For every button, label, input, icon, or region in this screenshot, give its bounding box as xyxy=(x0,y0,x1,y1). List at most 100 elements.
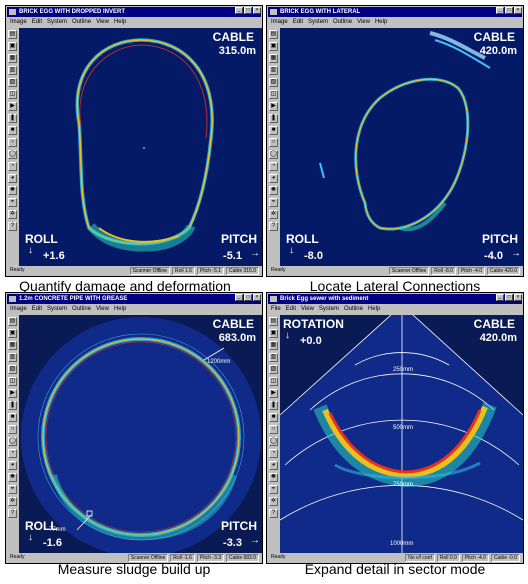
save-icon[interactable]: ▣ xyxy=(269,42,278,51)
zoom-icon[interactable]: ✺ xyxy=(8,473,17,482)
measure-icon[interactable]: ⌖ xyxy=(269,485,278,494)
help-icon[interactable]: ? xyxy=(269,222,278,231)
stop-icon[interactable]: ■ xyxy=(269,126,278,135)
stop-icon[interactable]: ■ xyxy=(8,126,17,135)
pause-icon[interactable]: ❚ xyxy=(269,401,278,410)
menu-item[interactable]: Help xyxy=(374,19,388,25)
help-icon[interactable]: ? xyxy=(269,509,278,518)
menu-item[interactable]: Outline xyxy=(72,306,92,312)
paste-icon[interactable]: ▧ xyxy=(8,365,17,374)
camera-icon[interactable]: ◫ xyxy=(8,377,17,386)
paste-icon[interactable]: ▧ xyxy=(269,365,278,374)
palette-icon[interactable]: ◕ xyxy=(269,461,278,470)
menu-item[interactable]: Image xyxy=(271,19,288,25)
minimize-button[interactable]: _ xyxy=(235,294,243,301)
menu-item[interactable]: System xyxy=(308,19,329,25)
zoom-icon[interactable]: ✺ xyxy=(8,186,17,195)
play-icon[interactable]: ▶ xyxy=(269,389,278,398)
print-icon[interactable]: ▦ xyxy=(269,54,278,63)
maximize-button[interactable]: □ xyxy=(244,7,252,14)
close-button[interactable]: × xyxy=(253,294,261,301)
minimize-button[interactable]: _ xyxy=(235,7,243,14)
open-icon[interactable]: ▤ xyxy=(8,317,17,326)
circle-icon[interactable]: ○ xyxy=(269,138,278,147)
sector-icon[interactable]: ◔ xyxy=(8,162,17,171)
menu-item[interactable]: View xyxy=(301,306,314,312)
ellipse-icon[interactable]: ◯ xyxy=(8,437,17,446)
menu-item[interactable]: Outline xyxy=(343,306,363,312)
paste-icon[interactable]: ▧ xyxy=(269,78,278,87)
sector-icon[interactable]: ◔ xyxy=(8,449,17,458)
zoom-icon[interactable]: ✺ xyxy=(269,473,278,482)
menu-item[interactable]: Outline xyxy=(72,19,92,25)
stop-icon[interactable]: ■ xyxy=(8,413,17,422)
settings-icon[interactable]: ✲ xyxy=(8,497,17,506)
maximize-button[interactable]: □ xyxy=(505,7,513,14)
save-icon[interactable]: ▣ xyxy=(8,329,17,338)
close-button[interactable]: × xyxy=(253,7,261,14)
measure-icon[interactable]: ⌖ xyxy=(269,198,278,207)
sector-icon[interactable]: ◔ xyxy=(269,449,278,458)
menu-item[interactable]: Edit xyxy=(292,19,304,25)
pause-icon[interactable]: ❚ xyxy=(8,114,17,123)
palette-icon[interactable]: ◕ xyxy=(269,174,278,183)
menu-item[interactable]: Edit xyxy=(31,306,43,312)
menu-item[interactable]: Edit xyxy=(31,19,43,25)
menu-item[interactable]: Help xyxy=(113,19,127,25)
camera-icon[interactable]: ◫ xyxy=(269,377,278,386)
menu-item[interactable]: Help xyxy=(367,306,381,312)
menu-item[interactable]: View xyxy=(357,19,370,25)
camera-icon[interactable]: ◫ xyxy=(269,90,278,99)
help-icon[interactable]: ? xyxy=(8,509,17,518)
settings-icon[interactable]: ✲ xyxy=(8,210,17,219)
menu-item[interactable]: File xyxy=(271,306,281,312)
stop-icon[interactable]: ■ xyxy=(269,413,278,422)
sector-icon[interactable]: ◔ xyxy=(269,162,278,171)
pause-icon[interactable]: ❚ xyxy=(8,401,17,410)
menu-item[interactable]: View xyxy=(96,306,109,312)
maximize-button[interactable]: □ xyxy=(505,294,513,301)
circle-icon[interactable]: ○ xyxy=(8,138,17,147)
minimize-button[interactable]: _ xyxy=(496,7,504,14)
print-icon[interactable]: ▦ xyxy=(269,341,278,350)
menu-item[interactable]: View xyxy=(96,19,109,25)
settings-icon[interactable]: ✲ xyxy=(269,210,278,219)
open-icon[interactable]: ▤ xyxy=(269,317,278,326)
copy-icon[interactable]: ▥ xyxy=(269,66,278,75)
copy-icon[interactable]: ▥ xyxy=(8,66,17,75)
close-button[interactable]: × xyxy=(514,7,522,14)
print-icon[interactable]: ▦ xyxy=(8,54,17,63)
save-icon[interactable]: ▣ xyxy=(269,329,278,338)
measure-icon[interactable]: ⌖ xyxy=(8,485,17,494)
close-button[interactable]: × xyxy=(514,294,522,301)
ellipse-icon[interactable]: ◯ xyxy=(269,437,278,446)
ellipse-icon[interactable]: ◯ xyxy=(269,150,278,159)
play-icon[interactable]: ▶ xyxy=(8,102,17,111)
help-icon[interactable]: ? xyxy=(8,222,17,231)
menu-item[interactable]: Help xyxy=(113,306,127,312)
open-icon[interactable]: ▤ xyxy=(8,30,17,39)
menu-item[interactable]: System xyxy=(318,306,339,312)
play-icon[interactable]: ▶ xyxy=(269,102,278,111)
zoom-icon[interactable]: ✺ xyxy=(269,186,278,195)
palette-icon[interactable]: ◕ xyxy=(8,461,17,470)
copy-icon[interactable]: ▥ xyxy=(269,353,278,362)
minimize-button[interactable]: _ xyxy=(496,294,504,301)
palette-icon[interactable]: ◕ xyxy=(8,174,17,183)
measure-icon[interactable]: ⌖ xyxy=(8,198,17,207)
circle-icon[interactable]: ○ xyxy=(269,425,278,434)
sonar-display[interactable]: 1200mm 77mm CABLE 683.0m ROLL ↓ -1.6 PIT… xyxy=(19,315,262,553)
print-icon[interactable]: ▦ xyxy=(8,341,17,350)
settings-icon[interactable]: ✲ xyxy=(269,497,278,506)
sonar-display[interactable]: CABLE 420.0m ROLL ↓ -8.0 PITCH -4.0 → xyxy=(280,28,523,266)
copy-icon[interactable]: ▥ xyxy=(8,353,17,362)
circle-icon[interactable]: ○ xyxy=(8,425,17,434)
pause-icon[interactable]: ❚ xyxy=(269,114,278,123)
sector-display[interactable]: 250mm 500mm 750mm 1000mm ROTATION ↓ +0.0… xyxy=(280,315,523,553)
camera-icon[interactable]: ◫ xyxy=(8,90,17,99)
menu-item[interactable]: Image xyxy=(10,19,27,25)
play-icon[interactable]: ▶ xyxy=(8,389,17,398)
save-icon[interactable]: ▣ xyxy=(8,42,17,51)
menu-item[interactable]: Outline xyxy=(333,19,353,25)
sonar-display[interactable]: CABLE 315.0m ROLL ↓ +1.6 PITCH -5.1 → xyxy=(19,28,262,266)
